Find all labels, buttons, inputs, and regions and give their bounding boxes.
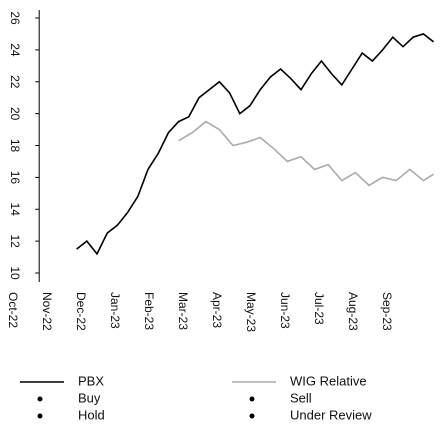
x-tick-label: Mar-23 xyxy=(176,292,190,330)
y-tick-label: 18 xyxy=(8,139,22,153)
x-tick-label: May-23 xyxy=(244,292,258,332)
y-tick-label: 16 xyxy=(8,171,22,185)
x-tick-label: Aug-23 xyxy=(346,292,360,331)
legend-dot xyxy=(37,396,43,402)
x-tick-label: Apr-23 xyxy=(210,292,224,328)
line-series xyxy=(178,120,435,187)
legend-label: Under Review xyxy=(290,407,372,422)
legend-label: Buy xyxy=(78,390,101,405)
line-series xyxy=(76,33,435,256)
legend-label: PBX xyxy=(78,373,104,388)
legend-label: WIG Relative xyxy=(290,373,367,388)
x-tick-label: Feb-23 xyxy=(142,292,156,330)
y-tick-label: 14 xyxy=(8,203,22,217)
legend-label: Sell xyxy=(290,390,312,405)
x-tick-label: Jun-23 xyxy=(278,292,292,329)
x-tick-label: Oct-22 xyxy=(6,292,20,328)
y-tick-label: 10 xyxy=(8,266,22,280)
y-tick-label: 12 xyxy=(8,234,22,248)
x-tick-label: Jul-23 xyxy=(312,292,326,325)
x-tick-label: Jan-23 xyxy=(108,292,122,329)
legend-dot xyxy=(37,413,43,419)
x-tick-label: Sep-23 xyxy=(380,292,394,331)
y-tick-label: 24 xyxy=(8,43,22,57)
y-tick-label: 22 xyxy=(8,75,22,89)
legend-dot xyxy=(249,396,255,402)
legend-dot xyxy=(249,413,255,419)
x-tick-label: Nov-22 xyxy=(40,292,54,331)
legend-label: Hold xyxy=(78,407,105,422)
y-tick-label: 20 xyxy=(8,107,22,121)
x-tick-label: Dec-22 xyxy=(74,292,88,331)
y-tick-label: 26 xyxy=(8,11,22,25)
